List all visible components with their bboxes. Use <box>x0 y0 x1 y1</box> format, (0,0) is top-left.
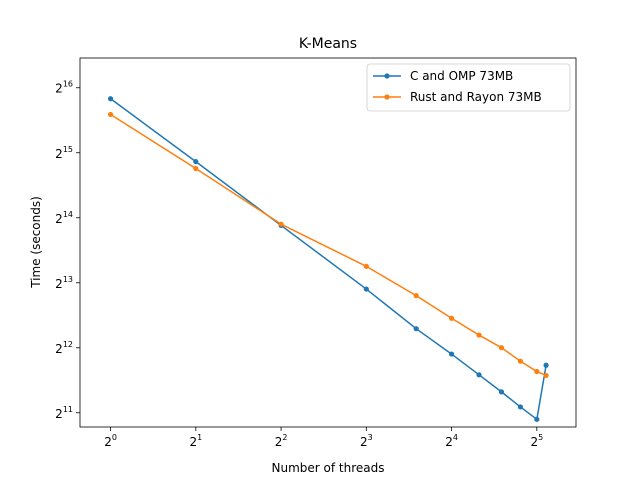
legend-label: C and OMP 73MB <box>410 69 513 83</box>
x-tick-label: 25 <box>530 433 543 449</box>
legend-marker <box>384 94 390 100</box>
y-tick-label: 211 <box>55 405 73 421</box>
legend-box <box>366 63 571 112</box>
x-tick-label: 22 <box>275 433 288 449</box>
series-1 <box>107 96 549 422</box>
data-point <box>498 389 505 395</box>
data-point <box>476 372 482 378</box>
data-point <box>517 358 524 364</box>
data-point <box>193 159 199 165</box>
legend: C and OMP 73MB Rust and Rayon 73MB <box>366 63 571 112</box>
data-point <box>448 315 455 321</box>
series-2 <box>107 111 549 379</box>
data-point <box>534 416 540 422</box>
data-point <box>363 263 369 269</box>
y-tick-label: 216 <box>55 80 73 96</box>
x-tick-label: 20 <box>104 433 117 449</box>
series-layer <box>107 96 549 422</box>
x-tick-label: 21 <box>189 433 202 449</box>
data-point <box>363 286 369 292</box>
x-tick-label: 23 <box>360 433 373 449</box>
legend-marker <box>384 73 390 79</box>
data-point <box>413 293 419 299</box>
data-point <box>448 351 455 357</box>
ticks-layer: 20 21 22 23 24 25 211 212 213 214 215 216 <box>55 80 543 449</box>
axes-layer <box>79 57 577 428</box>
x-tick-label: 24 <box>445 433 458 449</box>
data-point <box>107 111 114 118</box>
data-point <box>107 96 114 102</box>
data-point <box>476 332 482 338</box>
y-tick-label: 214 <box>55 210 73 226</box>
data-point <box>278 221 284 227</box>
data-point <box>517 404 524 410</box>
legend-label: Rust and Rayon 73MB <box>410 90 542 104</box>
y-axis-label: Time (seconds) <box>29 196 43 289</box>
x-axis-label: Number of threads <box>272 461 385 475</box>
data-point <box>498 345 505 351</box>
series-line <box>110 98 547 421</box>
data-point <box>534 368 540 375</box>
plot-frame <box>79 57 577 428</box>
data-point <box>193 165 199 172</box>
data-point <box>543 362 549 368</box>
chart-title: K-Means <box>299 36 357 52</box>
y-tick-label: 212 <box>55 340 73 356</box>
data-point <box>543 372 549 379</box>
y-tick-label: 215 <box>55 145 73 161</box>
data-point <box>413 326 419 332</box>
y-tick-label: 213 <box>55 275 73 291</box>
